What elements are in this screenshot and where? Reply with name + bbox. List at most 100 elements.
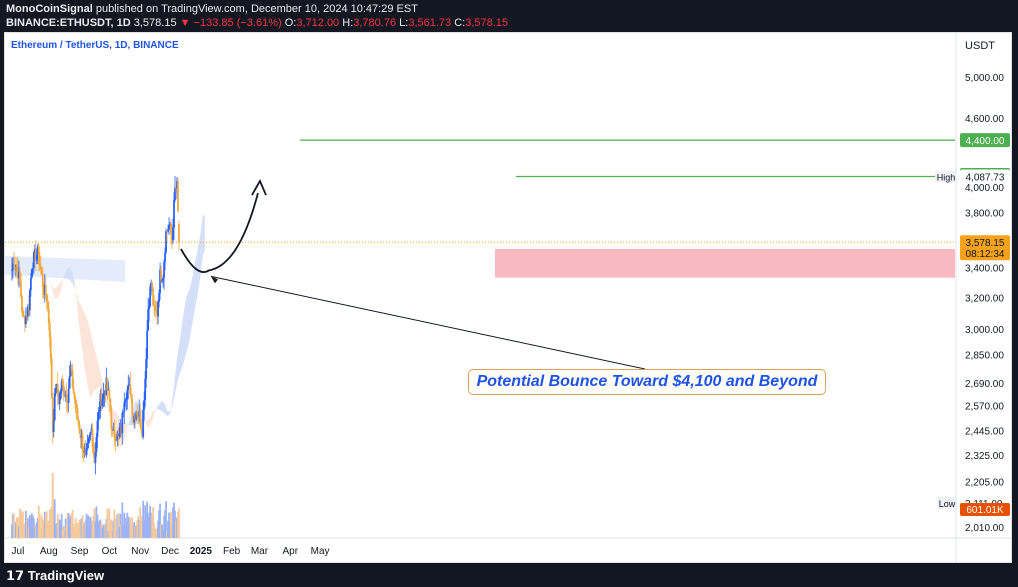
candle-body — [141, 429, 144, 437]
candle-body — [106, 377, 109, 391]
candle-body — [34, 249, 37, 261]
cloud-segment — [63, 269, 67, 280]
volume-bar — [36, 517, 39, 538]
volume-bar — [75, 529, 78, 538]
candle-body — [122, 411, 125, 414]
candle-body — [74, 399, 77, 408]
cloud-segment — [48, 280, 52, 289]
volume-bar — [144, 505, 147, 538]
volume-bar — [155, 528, 157, 538]
candle-body — [118, 433, 121, 437]
time-tick-label: Mar — [251, 546, 269, 557]
candle-body — [132, 415, 135, 423]
candle-body — [90, 428, 93, 432]
last-price-tag-bg — [960, 235, 1010, 261]
volume-bar — [116, 514, 119, 538]
candle-body — [145, 358, 148, 379]
candle-body — [70, 368, 73, 371]
volume-bar — [114, 518, 117, 538]
time-tick-label: Dec — [161, 546, 179, 557]
candle-body — [93, 452, 96, 463]
volume-bar — [22, 524, 25, 538]
volume-bar — [56, 514, 59, 538]
candle-body — [65, 394, 68, 402]
cloud-segment — [126, 421, 130, 431]
candle-body — [76, 408, 79, 420]
candle-body — [86, 442, 89, 448]
cloud-segment — [153, 408, 157, 418]
footer-bar: 𝟭𝟳 TradingView — [0, 563, 1018, 587]
cloud-segment — [84, 313, 88, 386]
candle-body — [168, 225, 170, 230]
volume-bar — [165, 501, 167, 538]
volume-bar — [136, 520, 139, 538]
volume-bar — [164, 510, 166, 538]
volume-bar — [45, 511, 48, 538]
candle-body — [127, 385, 130, 390]
candle-body — [62, 385, 65, 396]
volume-bar — [83, 522, 86, 538]
candle-body — [148, 306, 151, 310]
cloud-segment — [194, 248, 198, 310]
volume-bar — [24, 510, 27, 538]
candle-body — [49, 338, 52, 359]
candle-body — [98, 410, 101, 412]
candle-body — [119, 427, 122, 434]
candle-body — [173, 200, 175, 228]
candle-body — [41, 274, 44, 287]
candle-body — [20, 280, 22, 297]
volume-bar — [34, 524, 37, 538]
callout-arrowhead-icon — [210, 276, 218, 284]
candle-body — [157, 301, 159, 317]
low-label: L: — [399, 17, 409, 29]
volume-bar — [72, 524, 75, 538]
cloud-segment — [75, 287, 79, 321]
time-axis: Jul Aug Sep Oct Nov Dec 2025 Feb Mar Apr May — [12, 546, 330, 557]
candle-body — [55, 384, 58, 389]
volume-bar — [38, 513, 41, 538]
volume-bar — [51, 473, 54, 538]
cloud-segment — [57, 282, 61, 298]
candle-body — [162, 277, 164, 281]
volume-bar — [80, 518, 83, 538]
tradingview-logo[interactable]: 𝟭𝟳 TradingView — [6, 568, 104, 584]
price-tick-label: 2,570.00 — [965, 402, 1004, 413]
volume-bar — [60, 513, 63, 538]
candle-body — [31, 268, 34, 270]
volume-bar — [55, 523, 58, 538]
candle-body — [105, 377, 108, 395]
candle-body — [32, 252, 35, 269]
candle-body — [99, 393, 102, 411]
close-value: 3,578.15 — [465, 17, 509, 29]
candle-body — [101, 399, 104, 406]
volume-bar — [124, 518, 127, 538]
cloud-segment — [90, 331, 94, 399]
volume-bar — [145, 512, 148, 538]
publisher-name[interactable]: MonoCoinSignal — [6, 3, 93, 15]
price-chart[interactable]: 5,000.00 4,600.00 4,000.00 3,800.00 3,400.00… — [5, 33, 1012, 563]
volume-bar — [100, 522, 103, 538]
candle-body — [113, 428, 116, 438]
volume-bar — [59, 520, 62, 538]
candle-body — [13, 263, 15, 265]
time-tick-label: Feb — [223, 546, 241, 557]
candle-body — [18, 271, 20, 279]
volume-bar — [121, 502, 124, 538]
volume-bar — [148, 512, 151, 538]
volume-bar — [167, 520, 169, 538]
time-tick-label: Apr — [283, 546, 299, 557]
candle-body — [123, 402, 126, 412]
price-tick-label: 4,600.00 — [965, 114, 1004, 125]
volume-bar — [128, 517, 131, 538]
candle-body — [129, 384, 132, 394]
cloud-segment — [60, 278, 64, 292]
chart-panel[interactable]: 5,000.00 4,600.00 4,000.00 3,800.00 3,400.00… — [4, 32, 1012, 563]
candle-body — [59, 391, 62, 394]
candle-body — [169, 224, 171, 226]
cloud-segment — [179, 317, 183, 374]
time-tick-label: Oct — [102, 546, 118, 557]
volume-bar — [63, 529, 66, 538]
annotation-callout[interactable]: Potential Bounce Toward $4,100 and Beyon… — [468, 369, 826, 395]
price-tick-label: 5,000.00 — [965, 73, 1004, 84]
volume-bar — [20, 510, 22, 538]
